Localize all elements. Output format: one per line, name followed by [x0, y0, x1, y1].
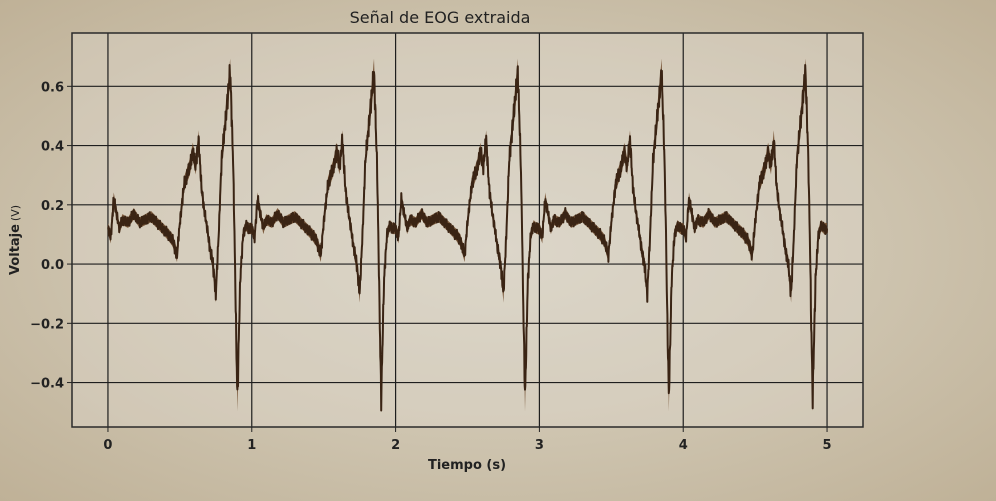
y-tick-label: −0.2	[30, 317, 64, 332]
x-axis-label: Tiempo (s)	[428, 458, 506, 473]
y-tick-label: 0.0	[41, 258, 64, 273]
y-tick-label: 0.6	[41, 80, 64, 95]
y-tick-label: 0.4	[41, 140, 64, 155]
y-axis-label-main: Voltaje	[8, 224, 23, 275]
plot-frame	[71, 32, 864, 428]
y-tick-label: −0.4	[30, 377, 64, 392]
x-tick-label: 0	[103, 438, 112, 453]
x-tick-label: 1	[247, 438, 256, 453]
y-axis-label-unit: (V)	[9, 205, 22, 221]
signal-line	[107, 64, 828, 412]
x-tick-label: 3	[535, 438, 544, 453]
x-tick-label: 5	[823, 438, 832, 453]
series-eog	[107, 58, 828, 412]
axis-ticks: 0 1 2 3 4 5 −0.4 −0.2 0.0 0.2 0.4 0.6	[30, 80, 831, 453]
y-tick-label: 0.2	[41, 199, 64, 214]
x-tick-label: 2	[391, 438, 400, 453]
x-tick-label: 4	[679, 438, 688, 453]
chart-title: Señal de EOG extraida	[350, 8, 531, 27]
y-axis-label: Voltaje (V)	[8, 205, 23, 275]
